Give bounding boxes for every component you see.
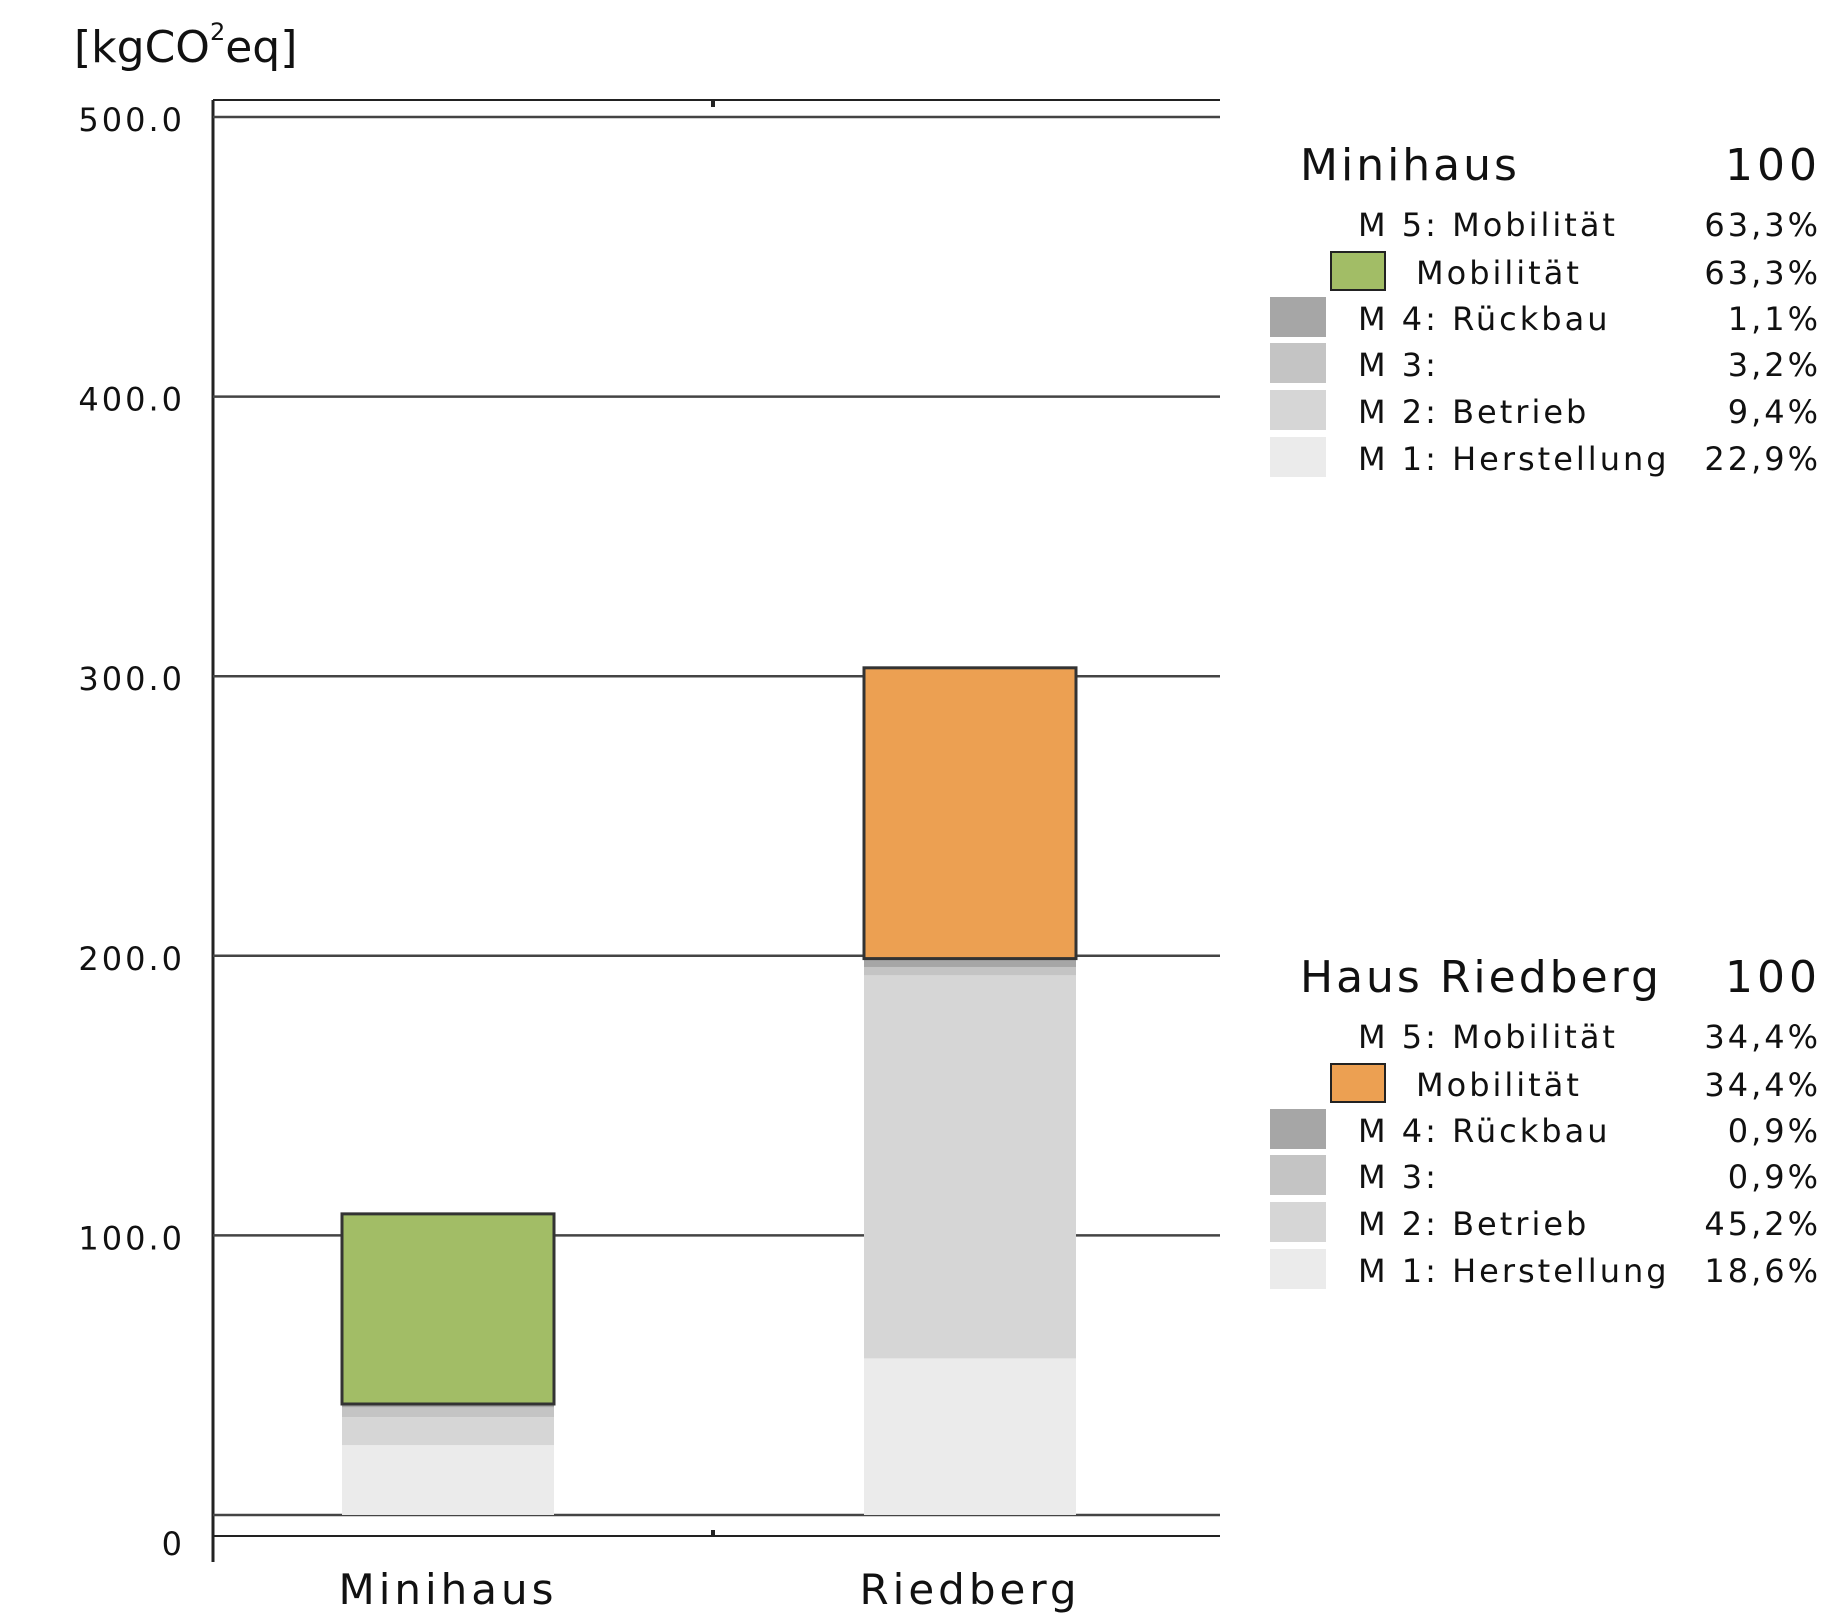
legend-total: 100 (1725, 952, 1821, 1003)
bar-segment-minihaus-2 (342, 1407, 554, 1418)
legend-item-percent: 34,4% (1704, 1066, 1821, 1104)
y-tick-label: 400.0 (78, 381, 185, 419)
legend-item-label: M 5: Mobilität (1358, 1018, 1618, 1056)
legend-item-label: M 1: Herstellung (1358, 440, 1670, 478)
legend-swatch (1330, 1063, 1386, 1103)
y-axis-unit-label: [kgCO2eq] (74, 18, 298, 73)
stacked-bar-chart: 500.0 400.0 300.0 200.0 100.0 0 Minihaus Riedbe… (78, 99, 1220, 1614)
legend-item-percent: 63,3% (1704, 206, 1821, 244)
y-tick-label: 200.0 (78, 940, 185, 978)
bar-segment-minihaus-4 (340, 1212, 556, 1406)
legend-swatch (1270, 1249, 1326, 1289)
legend-total: 100 (1725, 140, 1821, 191)
x-category-label: Minihaus (338, 1565, 557, 1614)
legend-item-percent: 45,2% (1704, 1205, 1821, 1243)
bar-segment-riedberg-1 (864, 975, 1076, 1359)
x-category-label: Riedberg (859, 1565, 1080, 1614)
bar-segment-minihaus-1 (342, 1417, 554, 1446)
legend-item-percent: 1,1% (1727, 300, 1821, 338)
legend-swatch (1330, 251, 1386, 291)
bar-segment-minihaus-0 (342, 1445, 554, 1515)
bar-segment-riedberg-0 (864, 1358, 1076, 1515)
legend-item-percent: 9,4% (1727, 393, 1821, 431)
legend-item-label: M 1: Herstellung (1358, 1252, 1670, 1290)
legend-item-percent: 34,4% (1704, 1018, 1821, 1056)
legend-item-percent: 22,9% (1704, 440, 1821, 478)
y-tick-label: 500.0 (78, 101, 185, 139)
legend-item-label: M 4: Rückbau (1358, 1112, 1611, 1150)
legend-item-percent: 18,6% (1704, 1252, 1821, 1290)
y-tick-label: 0 (162, 1525, 185, 1563)
legend-item-percent: 63,3% (1704, 254, 1821, 292)
legend-item-label: M 2: Betrieb (1358, 1205, 1590, 1243)
y-tick-label: 300.0 (78, 660, 185, 698)
bar-segment-minihaus-3 (342, 1403, 554, 1408)
legend-title: Minihaus (1300, 140, 1520, 191)
legend-swatch (1270, 1155, 1326, 1195)
legend-swatch (1270, 343, 1326, 383)
bar-segment-riedberg-2 (864, 966, 1076, 976)
legend-item-percent: 0,9% (1727, 1112, 1821, 1150)
legend-item-label: M 3: (1358, 346, 1439, 384)
bar-segment-riedberg-3 (864, 958, 1076, 967)
legend-item-label: M 3: (1358, 1158, 1439, 1196)
legend-item-label: Mobilität (1416, 254, 1582, 292)
legend-swatch (1270, 297, 1326, 337)
legend-item-label: Mobilität (1416, 1066, 1582, 1104)
legend-item-label: M 4: Rückbau (1358, 300, 1611, 338)
legend-swatch (1270, 437, 1326, 477)
legend-item-percent: 0,9% (1727, 1158, 1821, 1196)
y-tick-label: 100.0 (78, 1219, 185, 1257)
bar-segment-riedberg-4 (862, 666, 1078, 961)
legend-item-label: M 5: Mobilität (1358, 206, 1618, 244)
legend-item-percent: 3,2% (1727, 346, 1821, 384)
legend-title: Haus Riedberg (1300, 952, 1662, 1003)
legend-item-label: M 2: Betrieb (1358, 393, 1590, 431)
legend-swatch (1270, 1202, 1326, 1242)
legend-swatch (1270, 390, 1326, 430)
legend-swatch (1270, 1109, 1326, 1149)
